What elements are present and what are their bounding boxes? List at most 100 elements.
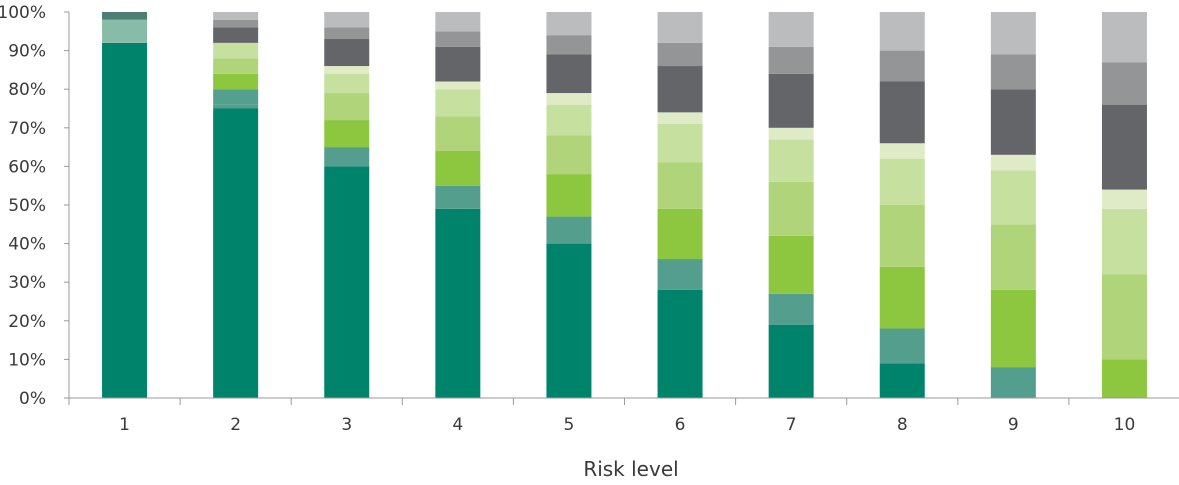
x-tick-label: 6 <box>675 415 686 435</box>
x-tick-label: 3 <box>341 415 352 435</box>
bar-segment-cat2-s11 <box>213 12 259 20</box>
bar-segment-cat8-s6 <box>879 158 925 205</box>
y-tick-label: 90% <box>8 42 46 62</box>
bar-segment-cat9-s7 <box>990 154 1036 171</box>
bar-segment-cat4-s1 <box>435 185 481 209</box>
bar-segment-cat7-s10 <box>768 46 814 74</box>
y-tick-label: 40% <box>8 235 46 255</box>
bar-segment-cat6-s0 <box>657 289 703 398</box>
bar-segment-cat3-s11 <box>324 12 370 28</box>
bar-segment-cat4-s5 <box>435 116 481 151</box>
bar-segment-cat4-s11 <box>435 12 481 32</box>
bar-segment-cat9-s10 <box>990 54 1036 90</box>
bar-segment-cat2-s10 <box>213 19 259 28</box>
bar-segment-cat9-s11 <box>990 12 1036 55</box>
bars-layer <box>102 12 1147 398</box>
bar-segment-cat5-s10 <box>546 35 592 55</box>
bar-segment-cat10-s7 <box>1101 189 1147 209</box>
bar-segment-cat3-s0 <box>324 166 370 398</box>
bar-segment-cat1-s3 <box>102 19 148 43</box>
bar-segment-cat8-s0 <box>879 363 925 398</box>
bar-segment-cat3-s8 <box>324 39 370 67</box>
bar-segment-cat9-s1 <box>990 367 1036 398</box>
bar-segment-cat6-s5 <box>657 162 703 209</box>
y-tick-label: 30% <box>8 273 46 293</box>
x-tick-label: 10 <box>1114 415 1136 435</box>
bar-segment-cat2-s4 <box>213 73 259 90</box>
bar-segment-cat6-s6 <box>657 123 703 163</box>
bar-segment-cat8-s7 <box>879 143 925 159</box>
bar-segment-cat8-s10 <box>879 50 925 82</box>
bar-segment-cat6-s8 <box>657 66 703 113</box>
y-tick-label: 80% <box>8 80 46 100</box>
bar-segment-cat5-s8 <box>546 54 592 94</box>
bar-segment-cat8-s8 <box>879 81 925 144</box>
bar-segment-cat4-s4 <box>435 150 481 186</box>
bar-segment-cat7-s11 <box>768 12 814 47</box>
bar-segment-cat3-s7 <box>324 66 370 74</box>
bar-segment-cat7-s6 <box>768 139 814 182</box>
bar-segment-cat6-s1 <box>657 259 703 290</box>
bar-segment-cat5-s5 <box>546 135 592 175</box>
bar-segment-cat1-s0 <box>102 42 148 398</box>
x-axis-title: Risk level <box>583 457 678 481</box>
bar-segment-cat4-s7 <box>435 81 481 90</box>
bar-segment-cat2-s2 <box>213 89 259 105</box>
bar-segment-cat8-s1 <box>879 328 925 364</box>
bar-segment-cat3-s10 <box>324 27 370 40</box>
x-tick-label: 2 <box>230 415 241 435</box>
bar-segment-cat7-s0 <box>768 324 814 398</box>
x-tick-label: 5 <box>564 415 575 435</box>
bar-segment-cat10-s10 <box>1101 62 1147 105</box>
bar-segment-cat7-s7 <box>768 127 814 140</box>
bar-segment-cat2-s1 <box>213 104 259 109</box>
bar-segment-cat3-s4 <box>324 120 370 148</box>
x-tick-label: 9 <box>1008 415 1019 435</box>
labels-layer: 0% 10% 20% 30% 40% 50% 60% 70% 80% 90% 100% 1 2 3 4 5 6 7… <box>0 3 1135 435</box>
bar-segment-cat7-s8 <box>768 73 814 128</box>
bar-segment-cat10-s5 <box>1101 274 1147 360</box>
bar-segment-cat7-s1 <box>768 293 814 325</box>
bar-segment-cat2-s5 <box>213 58 259 74</box>
bar-segment-cat9-s4 <box>990 289 1036 368</box>
y-tick-label: 50% <box>8 196 46 216</box>
bar-segment-cat9-s6 <box>990 170 1036 225</box>
bar-segment-cat10-s8 <box>1101 104 1147 190</box>
y-tick-label: 0% <box>19 389 46 409</box>
bar-segment-cat6-s10 <box>657 42 703 67</box>
bar-segment-cat6-s7 <box>657 112 703 124</box>
bar-segment-cat8-s5 <box>879 205 925 267</box>
bar-segment-cat7-s4 <box>768 235 814 294</box>
bar-segment-cat3-s6 <box>324 73 370 94</box>
bar-segment-cat1-s9 <box>102 12 148 20</box>
bar-segment-cat5-s1 <box>546 216 592 244</box>
axes-layer <box>64 11 1179 405</box>
bar-segment-cat2-s8 <box>213 27 259 43</box>
x-tick-label: 4 <box>452 415 463 435</box>
bar-segment-cat7-s5 <box>768 181 814 236</box>
bar-segment-cat5-s11 <box>546 12 592 36</box>
bar-segment-cat2-s6 <box>213 42 259 59</box>
bar-segment-cat9-s8 <box>990 89 1036 155</box>
bar-segment-cat6-s11 <box>657 12 703 43</box>
bar-segment-cat3-s1 <box>324 147 370 167</box>
y-tick-label: 20% <box>8 312 46 332</box>
x-tick-label: 7 <box>786 415 797 435</box>
y-tick-label: 70% <box>8 119 46 139</box>
bar-segment-cat4-s0 <box>435 208 481 398</box>
bar-segment-cat5-s4 <box>546 174 592 217</box>
bar-segment-cat9-s5 <box>990 224 1036 290</box>
bar-segment-cat4-s6 <box>435 89 481 117</box>
bar-segment-cat6-s4 <box>657 208 703 260</box>
bar-segment-cat2-s0 <box>213 108 259 398</box>
x-tick-label: 8 <box>897 415 908 435</box>
bar-segment-cat8-s11 <box>879 12 925 51</box>
bar-segment-cat10-s11 <box>1101 12 1147 63</box>
bar-segment-cat3-s5 <box>324 93 370 121</box>
y-tick-label: 60% <box>8 157 46 177</box>
y-tick-label: 100% <box>0 3 46 23</box>
y-tick-label: 10% <box>8 350 46 370</box>
bar-segment-cat5-s0 <box>546 243 592 398</box>
bar-segment-cat10-s4 <box>1101 359 1147 398</box>
